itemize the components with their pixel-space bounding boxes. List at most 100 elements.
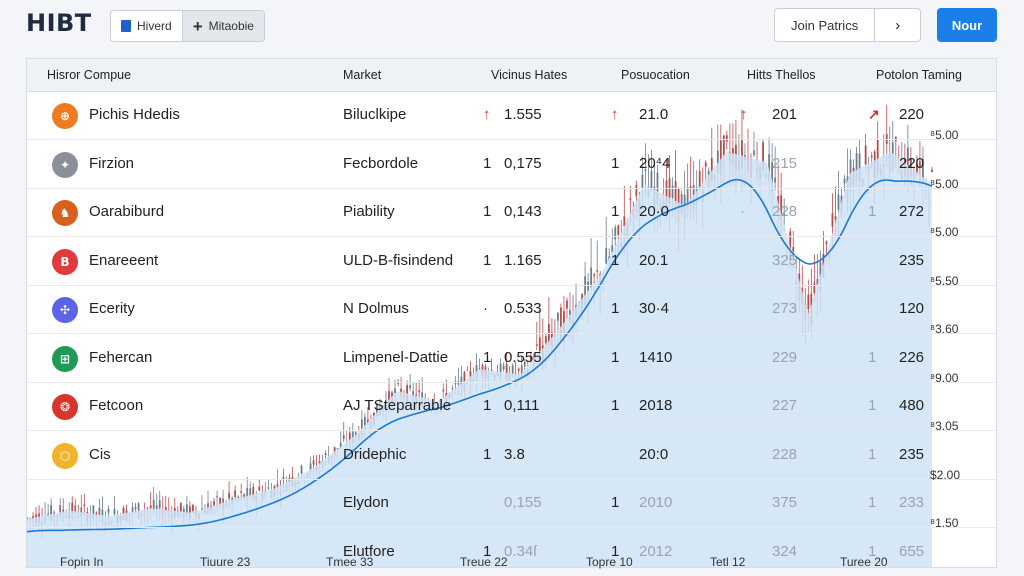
candle-body	[644, 169, 647, 171]
candle-body	[309, 463, 312, 473]
value-posuocation: 20⁴4	[639, 154, 671, 172]
table-row[interactable]: Elydon 0,155 1 2010 375 1 233	[27, 480, 996, 528]
candle-body	[50, 505, 53, 521]
table-row[interactable]: Elutfore 1 0.34ſ 1 2012 324 1 655	[27, 529, 996, 568]
candle-body	[547, 323, 550, 345]
value-potolon: 480	[899, 397, 925, 414]
candle-body	[412, 391, 415, 398]
table-row[interactable]: ✣ Ecerity N Dolmus · 0.533 1 30·4 273 120	[27, 286, 996, 334]
coin-icon: ❂	[52, 394, 78, 420]
candle-body	[641, 174, 644, 189]
candle-body	[276, 483, 279, 489]
candle-body	[201, 508, 203, 511]
candle-body	[252, 487, 255, 498]
candle-body	[517, 368, 520, 371]
candle-body	[237, 496, 240, 498]
table-row[interactable]: ✦ Firzion Fecbordole 1 0,175 1 20⁴4 215 220	[27, 141, 996, 189]
candle-body	[590, 267, 593, 288]
x-tick-label: Tmee 33	[326, 555, 374, 569]
asset-name: Firzion	[89, 154, 135, 172]
coin-icon: ✣	[52, 297, 78, 323]
chevron-right-icon[interactable]: ›	[874, 9, 920, 41]
candle-body	[342, 435, 345, 439]
table-row[interactable]: ⊞ Fehercan Limpenel-Dattie 1 0.555 1 1410 229 1 2…	[27, 335, 996, 383]
column-header-posuocation[interactable]: Posuocation	[621, 68, 690, 82]
candle-body	[179, 503, 182, 512]
change-indicator: 1	[611, 494, 620, 511]
candle-body	[249, 488, 252, 496]
top-bar: HIBT Hiverd + Mitaobie Join Patrics › No…	[0, 0, 1024, 52]
candle-body	[876, 139, 879, 173]
candle-body	[544, 336, 547, 344]
table-row[interactable]: B Enareeent ULD-B-fisindend 1 1.165 1 20.1 325 2…	[27, 238, 996, 286]
candle-body	[478, 368, 481, 370]
candle-body	[324, 453, 327, 455]
y-tick-label: ⁸5.00	[930, 176, 959, 191]
value-hitts: 375	[772, 494, 798, 511]
candle-body	[451, 387, 454, 389]
candle-body	[617, 225, 620, 235]
change-indicator: 1	[611, 300, 620, 317]
table-row[interactable]: ⬡ Cis Dridephic 1 3.8 20:0 228 1 235	[27, 432, 996, 480]
change-indicator: 1	[483, 445, 492, 463]
now-button[interactable]: Nour	[937, 8, 997, 42]
candle-body	[686, 187, 689, 209]
candle-body	[469, 371, 472, 381]
candle-body	[185, 504, 188, 516]
market-name: Piability	[343, 203, 395, 220]
change-indicator: ↑	[483, 106, 491, 123]
candle-body	[916, 163, 918, 175]
candle-body	[312, 460, 315, 465]
candle-body	[538, 337, 541, 352]
candle-body	[719, 140, 722, 175]
value-hitts: 227	[772, 397, 798, 414]
document-icon	[121, 20, 131, 32]
candle-body	[762, 142, 764, 170]
coin-icon: B	[52, 248, 78, 275]
column-header-compue[interactable]: Hisror Compue	[47, 68, 132, 82]
table-row[interactable]: ⊕ Pichis Hdedis Biluclkipe ↑ 1.555 ↑ 21.0 ↑ 201 ↗…	[27, 92, 996, 140]
column-header-vicinus-hates[interactable]: Vicinus Hates	[491, 68, 568, 82]
candle-body	[931, 169, 933, 172]
candle-body	[614, 227, 617, 240]
candle-body	[80, 507, 83, 517]
segment-mitaobie[interactable]: + Mitaobie	[181, 11, 264, 41]
change-indicator: 1	[868, 397, 877, 414]
change-indicator: 1	[868, 445, 877, 463]
candle-body	[704, 162, 707, 167]
join-button[interactable]: Join Patrics	[791, 17, 859, 33]
candle-body	[722, 135, 725, 157]
price-chart	[27, 104, 933, 567]
table-row[interactable]: ❂ Fetcoon AJ TSteparrable 1 0,111 1 2018 227 1 48…	[27, 383, 996, 431]
segment-hiverd[interactable]: Hiverd	[111, 11, 182, 41]
value-posuocation: 20:0	[639, 445, 669, 463]
column-header-hitts-thellos[interactable]: Hitts Thellos	[747, 68, 816, 82]
y-tick-label: ⁸3.05	[930, 419, 959, 433]
change-indicator: 1	[611, 154, 620, 172]
change-indicator: 1	[611, 397, 620, 414]
value-vicinus: 0,111	[504, 397, 540, 414]
candle-body	[629, 198, 632, 201]
column-header-potolon-taming[interactable]: Potolon Taming	[876, 68, 962, 82]
value-hitts: 325	[772, 251, 798, 269]
value-hitts: 201	[772, 106, 798, 123]
candle-body	[813, 282, 816, 294]
value-hitts: 228	[772, 445, 798, 463]
candle-body	[671, 185, 674, 198]
plus-icon: +	[192, 16, 203, 36]
price-area	[27, 151, 932, 567]
candle-body	[557, 312, 559, 321]
candle-body	[333, 447, 336, 455]
table-row[interactable]: ♞ Oarabiburd Piability 1 0,143 1 20·0 · 228 1 272	[27, 189, 996, 237]
market-name: Limpenel-Dattie	[343, 348, 449, 366]
candle-body	[511, 365, 514, 375]
value-posuocation: 21.0	[639, 106, 669, 123]
candle-body	[134, 507, 137, 509]
change-indicator: 1	[483, 154, 492, 172]
candle-body	[228, 492, 231, 499]
candle-body	[234, 490, 237, 497]
column-header-market[interactable]: Market	[343, 68, 382, 82]
candle-body	[155, 505, 158, 510]
y-tick-label: ⁸1.50	[930, 516, 959, 530]
candle-body	[27, 518, 28, 520]
